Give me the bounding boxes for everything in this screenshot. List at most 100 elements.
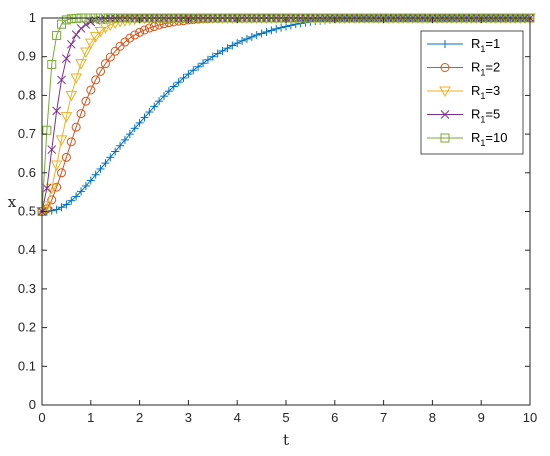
data-point [189,66,198,75]
data-point [71,30,81,39]
data-point [130,124,139,133]
legend-entry: R1=2 [427,60,500,78]
data-point [164,87,173,96]
data-point [120,135,129,144]
legend-entry: R1=5 [427,107,500,125]
data-point [52,205,61,214]
data-point [154,20,164,30]
x-axis-label: t [283,431,289,449]
data-point [111,147,120,156]
x-tick-label: 0 [38,410,45,425]
legend-label: R1=10 [471,130,507,148]
data-point [252,31,261,40]
y-tick-label: 0.5 [18,204,36,219]
data-point [81,181,90,190]
y-tick-label: 1 [29,10,36,25]
data-point [66,14,76,24]
data-point [238,36,247,45]
y-axis-label: x [8,193,17,211]
y-tick-label: 0.8 [18,87,36,102]
x-tick-label: 5 [282,410,289,425]
legend-marker [440,110,450,119]
legend-entry: R1=1 [427,36,500,54]
data-point [57,168,67,178]
data-point [89,32,102,43]
data-point [57,203,66,212]
y-tick-label: 0 [29,397,36,412]
x-tick-label: 6 [331,410,338,425]
legend-marker [440,133,450,143]
data-point [125,33,135,43]
x-tick-label: 2 [136,410,143,425]
legend-marker [439,86,451,98]
data-point [208,52,217,61]
data-point [104,20,117,31]
data-point [47,206,56,215]
data-point [67,196,76,205]
legend-label: R1=1 [471,36,500,54]
data-point [179,73,188,82]
y-tick-label: 0.2 [18,320,36,335]
data-point [91,75,101,85]
data-point [106,153,115,162]
data-point [70,73,83,85]
data-point [272,24,281,33]
data-point [84,38,97,50]
data-point [61,152,71,162]
data-point [228,41,237,50]
legend-marker [441,40,449,48]
data-point [247,32,256,41]
data-point [139,25,149,35]
data-point [81,96,91,106]
data-point [61,15,71,25]
data-point [100,59,110,69]
data-point [65,90,78,102]
axes-box [41,17,531,406]
legend-marker [440,63,450,72]
data-point [96,66,106,76]
y-tick-label: 0.1 [18,358,36,373]
x-tick-label: 10 [523,410,537,425]
data-point [76,109,86,119]
data-point [75,59,87,70]
data-point [50,160,63,172]
legend: R1=1 R1=2 R1=3 R1=5 R1=10 [420,30,524,155]
data-point [62,54,71,63]
data-point [194,62,203,71]
data-point [77,187,86,196]
data-point [47,59,57,69]
data-point [76,24,86,33]
data-point [277,23,286,32]
data-point [150,102,159,111]
x-tick-label: 3 [185,410,192,425]
x-tick-label: 8 [429,410,436,425]
data-point [62,200,71,209]
data-point [213,49,222,58]
data-point [125,130,134,139]
data-point [135,118,144,127]
data-point [86,176,95,185]
data-point [91,170,100,179]
data-point [218,46,227,55]
legend-entry: R1=3 [427,83,500,101]
data-point [110,46,120,56]
data-point [233,39,242,48]
data-point [60,112,73,123]
data-point [223,44,232,53]
data-point [96,164,105,173]
legend-label: R1=3 [471,83,500,101]
data-point [140,113,149,122]
x-tick-label: 4 [234,410,241,425]
data-point [135,27,145,37]
data-point [99,23,112,34]
y-tick-label: 0.6 [18,165,36,180]
data-point [52,182,62,192]
data-point [159,19,169,29]
data-point [116,141,125,150]
ticks-layer: 0 1 2 3 4 5 6 7 8 9 10 0 0.1 0.2 0.3 0.4 0.5 0.6 0.7 0.8 0.9… [18,10,537,425]
legend-box [420,30,524,155]
data-point [145,108,154,117]
x-tick-label: 1 [87,410,94,425]
y-tick-label: 0.7 [18,126,36,141]
